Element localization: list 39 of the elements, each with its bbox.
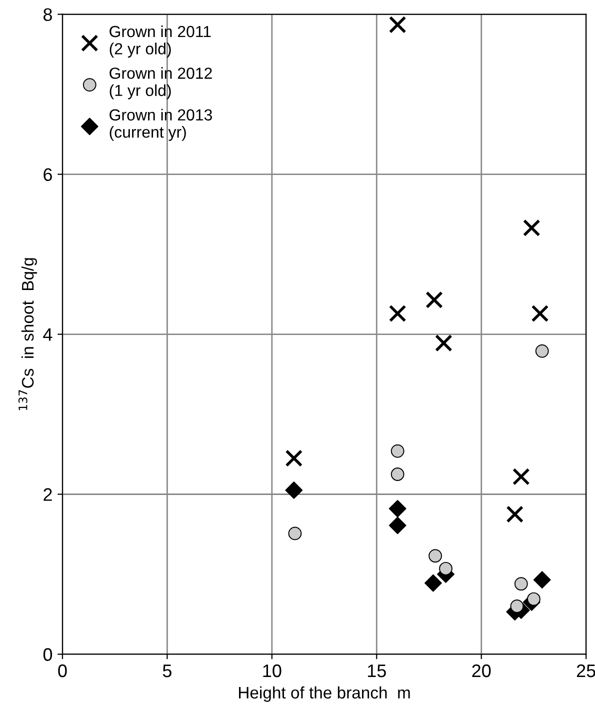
point xyxy=(506,506,524,523)
point xyxy=(439,562,452,576)
x-tick-label: 25 xyxy=(576,664,595,678)
legend-label: Grown in 2012 (1 yr old) xyxy=(110,67,212,100)
y-axis-title: $^{137}$Cs in shoot Bq/g xyxy=(18,258,37,410)
point xyxy=(424,574,442,592)
point xyxy=(522,219,540,237)
point xyxy=(388,16,406,34)
point xyxy=(428,549,442,563)
point xyxy=(510,600,524,613)
y-tick-label: 0 xyxy=(43,648,52,661)
x-tick-label: 10 xyxy=(263,664,282,678)
point xyxy=(434,334,452,352)
point xyxy=(285,482,303,499)
x-tick-label: 20 xyxy=(472,664,491,678)
point xyxy=(426,291,443,309)
y-tick-label: 4 xyxy=(43,328,52,341)
point xyxy=(288,526,302,540)
point xyxy=(388,516,406,534)
x-axis-title: Height of the branch m xyxy=(239,686,410,702)
y-tick-label: 8 xyxy=(43,8,52,22)
y-tick-label: 2 xyxy=(44,488,52,501)
legend-label: Grown in 2013 (current yr) xyxy=(110,108,212,141)
point xyxy=(512,468,530,486)
point xyxy=(535,344,549,358)
y-tick-label: 6 xyxy=(44,168,52,181)
x-tick-label: 0 xyxy=(58,664,67,678)
x-tick-label: 5 xyxy=(162,664,172,678)
point xyxy=(531,304,549,322)
point xyxy=(388,304,406,322)
point xyxy=(390,444,404,458)
point xyxy=(390,468,404,481)
point xyxy=(388,500,406,518)
point xyxy=(285,450,303,467)
point xyxy=(527,592,540,606)
legend-label: Grown in 2011 (2 yr old) xyxy=(110,25,211,58)
point xyxy=(533,571,551,589)
x-tick-label: 15 xyxy=(368,664,386,678)
point xyxy=(514,577,528,591)
